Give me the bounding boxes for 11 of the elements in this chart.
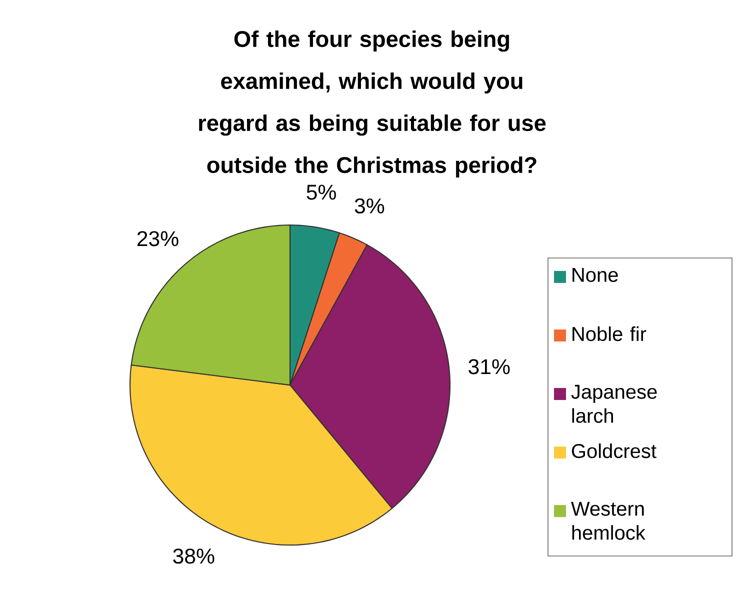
- legend-label: Goldcrest: [572, 443, 656, 458]
- data-label: 23%: [137, 231, 178, 246]
- legend-label: Japanese larch: [571, 384, 657, 423]
- legend-label: Noble fir: [572, 326, 646, 342]
- chart-title: Of the four species being examined, which would you regard as being suitable for use outside the Christmas period?: [199, 30, 546, 178]
- data-label: 31%: [468, 359, 510, 374]
- data-label: 3%: [354, 198, 384, 214]
- data-label: 38%: [173, 548, 214, 564]
- legend-label: Western hemlock: [571, 502, 646, 540]
- data-label: 5%: [306, 184, 336, 200]
- legend-label: None: [572, 268, 618, 282]
